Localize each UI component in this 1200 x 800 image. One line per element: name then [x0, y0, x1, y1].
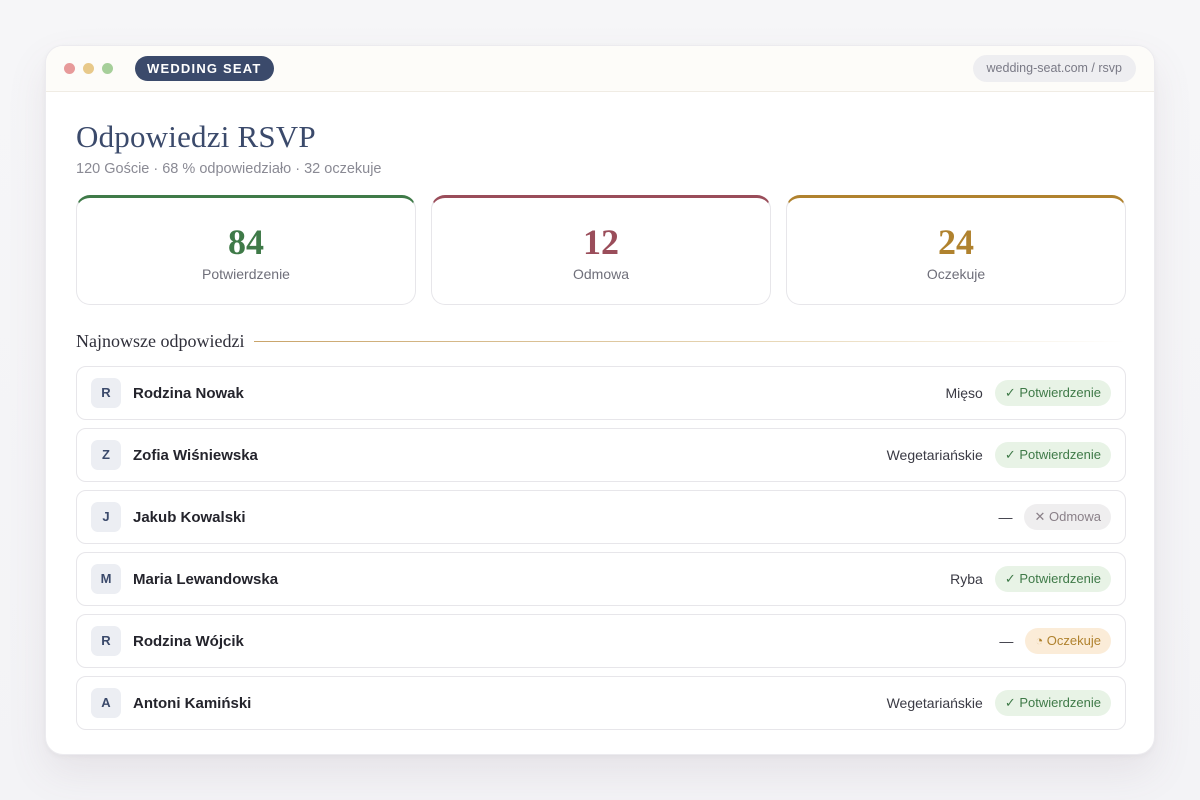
stats-row: 84 Potwierdzenie 12 Odmowa 24 Oczekuje — [76, 195, 1126, 305]
meal-choice: Ryba — [950, 571, 983, 587]
meal-choice: — — [998, 509, 1013, 525]
main-content: Odpowiedzi RSVP 120 Goście · 68 % odpowi… — [76, 92, 1126, 738]
stat-label: Potwierdzenie — [202, 266, 290, 282]
stat-card-declined: 12 Odmowa — [431, 195, 771, 305]
close-window-dot-icon[interactable] — [64, 63, 75, 74]
meal-choice: Mięso — [945, 385, 983, 401]
title-bar: WEDDING SEAT wedding-seat.com / rsvp — [46, 46, 1154, 92]
response-row[interactable]: J Jakub Kowalski — ✕ Odmowa — [76, 490, 1126, 544]
stat-label: Oczekuje — [926, 266, 986, 282]
stat-value: 24 — [938, 222, 974, 262]
guest-name: Maria Lewandowska — [133, 570, 279, 588]
stat-card-confirmed: 84 Potwierdzenie — [76, 195, 416, 305]
status-badge: ✓ Potwierdzenie — [994, 380, 1111, 406]
avatar: Z — [91, 440, 121, 470]
avatar: M — [91, 564, 121, 594]
page-title: Odpowiedzi RSVP — [76, 119, 316, 154]
avatar: J — [91, 502, 121, 532]
guest-name: Antoni Kamiński — [133, 694, 252, 712]
status-badge: ◔ Oczekuje — [1025, 628, 1111, 654]
avatar: A — [91, 688, 121, 718]
meal-choice: Wegetariańskie — [886, 447, 983, 463]
response-row[interactable]: R Rodzina Wójcik — ◔ Oczekuje — [76, 614, 1126, 668]
status-badge: ✓ Potwierdzenie — [994, 442, 1111, 468]
avatar: R — [91, 626, 121, 656]
stat-value: 84 — [228, 222, 264, 262]
url-bar[interactable]: wedding-seat.com / rsvp — [972, 55, 1136, 82]
app-window: WEDDING SEAT wedding-seat.com / rsvp Odp… — [45, 45, 1155, 755]
guest-name: Rodzina Wójcik — [133, 632, 244, 650]
status-badge: ✓ Potwierdzenie — [994, 566, 1111, 592]
section-title: Najnowsze odpowiedzi — [76, 331, 245, 351]
guest-name: Rodzina Nowak — [133, 384, 244, 402]
guest-name: Zofia Wiśniewska — [133, 446, 258, 464]
response-row[interactable]: M Maria Lewandowska Ryba ✓ Potwierdzenie — [76, 552, 1126, 606]
meal-choice: Wegetariańskie — [886, 695, 983, 711]
stat-label: Odmowa — [572, 266, 630, 282]
section-header: Najnowsze odpowiedzi — [76, 331, 1126, 352]
status-badge: ✓ Potwierdzenie — [994, 690, 1111, 716]
status-badge: ✕ Odmowa — [1024, 504, 1111, 530]
response-row[interactable]: A Antoni Kamiński Wegetariańskie ✓ Potwi… — [76, 676, 1126, 730]
brand-badge: WEDDING SEAT — [135, 56, 274, 81]
response-row[interactable]: R Rodzina Nowak Mięso ✓ Potwierdzenie — [76, 366, 1126, 420]
stat-card-pending: 24 Oczekuje — [786, 195, 1126, 305]
response-row[interactable]: Z Zofia Wiśniewska Wegetariańskie ✓ Potw… — [76, 428, 1126, 482]
avatar: R — [91, 378, 121, 408]
page-subtitle: 120 Goście · 68 % odpowiedziało · 32 ocz… — [76, 161, 382, 177]
meal-choice: — — [999, 633, 1014, 649]
maximize-window-dot-icon[interactable] — [102, 63, 113, 74]
stat-value: 12 — [583, 222, 619, 262]
minimize-window-dot-icon[interactable] — [83, 63, 94, 74]
section-divider — [254, 341, 1126, 342]
guest-name: Jakub Kowalski — [133, 508, 246, 526]
responses-list: R Rodzina Nowak Mięso ✓ Potwierdzenie Z … — [76, 366, 1126, 730]
